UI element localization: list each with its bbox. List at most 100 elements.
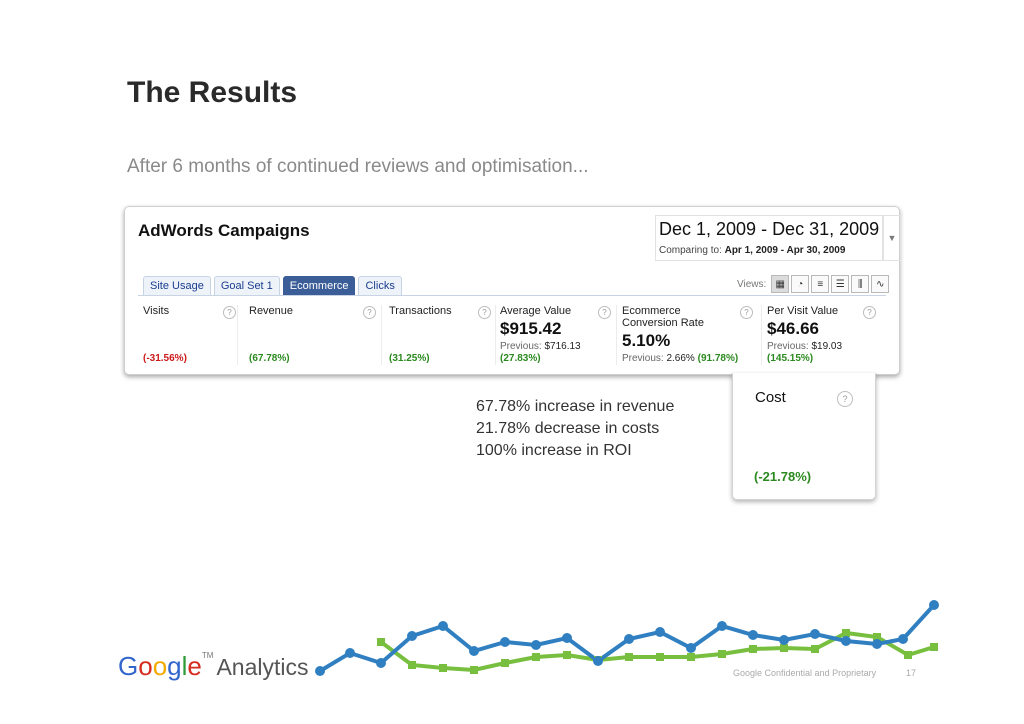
trend-marker [811, 645, 819, 653]
tab-clicks[interactable]: Clicks [358, 276, 402, 295]
panel-title: AdWords Campaigns [138, 221, 310, 240]
trend-marker [841, 636, 851, 646]
metric-value: $915.42 [500, 319, 562, 338]
trend-marker [717, 621, 727, 631]
tab-bar: Site Usage Goal Set 1 Ecommerce Clicks [143, 276, 402, 295]
slide-title: The Results [127, 76, 298, 109]
previous-value: $716.13 [544, 341, 581, 352]
green-trend-markers [377, 629, 938, 674]
bar-view-icon[interactable]: ≡ [811, 275, 830, 293]
logo-trademark: TM [201, 651, 214, 660]
help-icon[interactable]: ? [598, 306, 611, 319]
trend-marker [749, 645, 757, 653]
tab-ecommerce[interactable]: Ecommerce [282, 276, 356, 295]
date-range-dropdown-toggle[interactable]: ▼ [883, 215, 901, 261]
metric-visits: Visits ? (-31.56%) [143, 305, 243, 373]
metric-cost: Cost ? (-21.78%) [732, 373, 876, 500]
metric-transactions: Transactions ? (31.25%) [389, 305, 499, 373]
trend-marker [469, 646, 479, 656]
metric-revenue: Revenue ? (67.78%) [249, 305, 379, 373]
comparing-label: Comparing to: [659, 245, 722, 256]
google-analytics-logo: GoogleTM Analytics [118, 651, 309, 681]
metric-divider [761, 305, 762, 365]
trend-marker [501, 659, 509, 667]
annotation-line: 21.78% decrease in costs [476, 420, 660, 437]
metric-divider [237, 305, 238, 365]
metric-value: $46.66 [767, 319, 819, 338]
metric-change: (145.15%) [767, 353, 814, 364]
metric-change: (31.25%) [389, 353, 430, 364]
date-range-picker[interactable]: Dec 1, 2009 - Dec 31, 2009 Comparing to:… [655, 215, 883, 261]
help-icon[interactable]: ? [223, 306, 236, 319]
tab-goal-set-1[interactable]: Goal Set 1 [213, 276, 280, 295]
comparing-range-value: Apr 1, 2009 - Apr 30, 2009 [724, 245, 846, 256]
trend-marker [531, 640, 541, 650]
results-annotation: 67.78% increase in revenue 21.78% decrea… [476, 396, 674, 462]
annotation-line: 100% increase in ROI [476, 442, 632, 459]
metric-change: (67.78%) [249, 353, 290, 364]
green-trend-line [379, 630, 935, 673]
previous-value: $19.03 [811, 341, 843, 352]
trend-marker [873, 633, 881, 641]
help-icon[interactable]: ? [740, 306, 753, 319]
trend-marker [345, 648, 355, 658]
trend-marker [780, 644, 788, 652]
trend-marker [500, 637, 510, 647]
metric-label: Transactions [389, 305, 452, 317]
blue-trend-markers [315, 600, 939, 676]
analytics-panel: AdWords Campaigns Dec 1, 2009 - Dec 31, … [124, 206, 901, 375]
trend-marker [872, 639, 882, 649]
trend-marker [748, 630, 758, 640]
previous-value: 2.66% [666, 353, 695, 364]
trend-marker [532, 653, 540, 661]
trend-marker [930, 643, 938, 651]
tab-site-usage[interactable]: Site Usage [143, 276, 211, 295]
trend-marker [439, 664, 447, 672]
trend-marker [376, 658, 386, 668]
pie-chart-view-icon[interactable]: ◔ [791, 275, 810, 293]
metric-label: Ecommerce [622, 305, 681, 317]
help-icon[interactable]: ? [837, 391, 853, 407]
trend-marker [563, 651, 571, 659]
trend-marker [898, 634, 908, 644]
trend-marker [655, 627, 665, 637]
help-icon[interactable]: ? [863, 306, 876, 319]
metric-change: (27.83%) [500, 353, 541, 364]
metric-previous: Previous: $716.13 [500, 341, 581, 352]
trend-marker [377, 638, 385, 646]
metric-change: (-31.56%) [143, 353, 187, 364]
trend-view-icon[interactable]: ∿ [871, 275, 890, 293]
previous-label: Previous: [500, 341, 542, 352]
trend-marker [810, 629, 820, 639]
trend-marker [929, 600, 939, 610]
comparison-view-icon[interactable]: ☰ [831, 275, 850, 293]
metric-label: Revenue [249, 305, 294, 317]
pivot-view-icon[interactable]: ⫼ [851, 275, 870, 293]
help-icon[interactable]: ? [363, 306, 376, 319]
trend-marker [904, 651, 912, 659]
trend-marker [470, 666, 478, 674]
metric-label-2: Conversion Rate [622, 317, 704, 329]
chevron-down-icon: ▼ [887, 233, 897, 243]
previous-label: Previous: [767, 341, 809, 352]
metric-label: Per Visit Value [767, 305, 839, 317]
metric-previous: Previous: $19.03 [767, 341, 842, 352]
trend-marker [656, 653, 664, 661]
trend-marker [562, 633, 572, 643]
metric-per-visit-value: Per Visit Value ? $46.66 Previous: $19.0… [767, 305, 882, 373]
metric-divider [495, 305, 496, 365]
trend-marker [625, 653, 633, 661]
table-view-icon[interactable]: ▦ [771, 275, 790, 293]
metric-label: Average Value [500, 305, 572, 317]
trend-marker [718, 650, 726, 658]
trend-marker [593, 656, 603, 666]
help-icon[interactable]: ? [478, 306, 491, 319]
date-range: Dec 1, 2009 - Dec 31, 2009 [659, 219, 880, 239]
views-label: Views: [737, 278, 767, 290]
metric-change: (91.78%) [697, 353, 739, 364]
metric-divider [616, 305, 617, 365]
trend-marker [779, 635, 789, 645]
metric-label: Visits [143, 305, 170, 317]
comparison-range: Comparing to: Apr 1, 2009 - Apr 30, 2009 [659, 245, 845, 256]
